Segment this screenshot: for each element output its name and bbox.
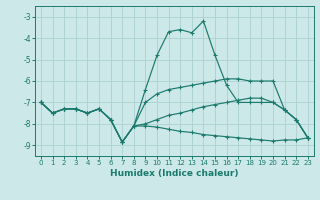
X-axis label: Humidex (Indice chaleur): Humidex (Indice chaleur) — [110, 169, 239, 178]
